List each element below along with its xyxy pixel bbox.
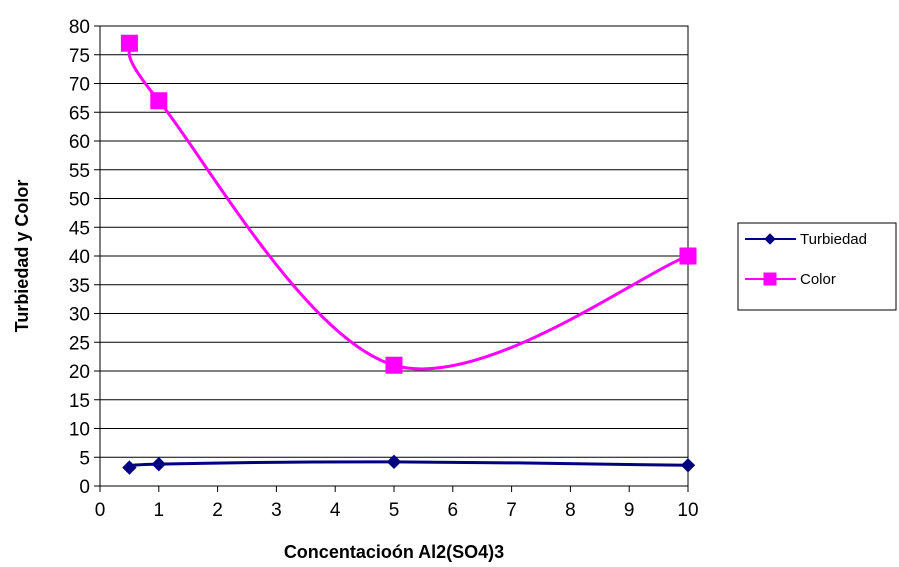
- y-tick-label: 25: [69, 333, 90, 354]
- y-tick-label: 5: [79, 448, 90, 469]
- y-tick-label: 70: [69, 75, 90, 96]
- x-tick-label: 8: [565, 500, 576, 521]
- series-line-color: [127, 42, 689, 371]
- y-tick-label: 40: [69, 247, 90, 268]
- legend-marker-color: [763, 272, 777, 286]
- y-tick-label: 20: [69, 362, 90, 383]
- x-axis-ticks: 0 1 2 3 4 5 6 7 8 9 10: [95, 486, 699, 521]
- x-tick-label: 7: [506, 500, 517, 521]
- x-tick-label: 3: [271, 500, 282, 521]
- y-tick-label: 75: [69, 46, 90, 67]
- y-tick-label: 15: [69, 391, 90, 412]
- data-point-color: [385, 356, 403, 374]
- grid-lines: [100, 54, 688, 458]
- series-markers: [120, 34, 697, 475]
- x-tick-label: 6: [448, 500, 459, 521]
- y-axis-title: Turbiedad y Color: [12, 180, 32, 333]
- y-tick-label: 60: [69, 132, 90, 153]
- x-tick-label: 2: [212, 500, 223, 521]
- legend-marker-shape: [763, 272, 777, 286]
- x-tick-label: 1: [154, 500, 165, 521]
- legend-label-color: Color: [800, 271, 836, 288]
- y-tick-label: 35: [69, 276, 90, 297]
- legend: Turbiedad Color: [737, 222, 897, 311]
- data-point-color: [120, 34, 138, 52]
- y-tick-label: 45: [69, 218, 90, 239]
- y-tick-label: 55: [69, 161, 90, 182]
- x-tick-label: 4: [330, 500, 341, 521]
- y-tick-label: 0: [79, 477, 90, 498]
- data-point-turbiedad: [386, 454, 402, 470]
- legend-box: [737, 222, 897, 311]
- y-tick-label: 10: [69, 420, 90, 441]
- x-tick-label: 5: [389, 500, 400, 521]
- data-point-color: [679, 247, 697, 265]
- series-lines: [127, 42, 689, 470]
- legend-marker-shape: [764, 233, 776, 245]
- data-point-turbiedad: [680, 458, 696, 473]
- data-point-color: [150, 92, 168, 110]
- x-tick-label: 10: [677, 500, 698, 521]
- legend-label-turbiedad: Turbiedad: [800, 231, 867, 248]
- data-point-turbiedad: [122, 460, 137, 475]
- y-tick-label: 80: [69, 17, 90, 38]
- x-axis-title: Concentacioón Al2(SO4)3: [284, 542, 504, 562]
- series-line-turbiedad: [127, 460, 689, 470]
- legend-marker-turbiedad: [764, 233, 776, 245]
- x-tick-label: 0: [95, 500, 106, 521]
- data-point-turbiedad: [151, 456, 167, 472]
- y-tick-label: 30: [69, 305, 90, 326]
- y-axis-ticks: 0 5 10 15 20 25 30 35 40 45 50 55 60 65 70 75 80: [69, 17, 100, 498]
- y-tick-label: 65: [69, 103, 90, 124]
- x-tick-label: 9: [624, 500, 635, 521]
- y-tick-label: 50: [69, 190, 90, 211]
